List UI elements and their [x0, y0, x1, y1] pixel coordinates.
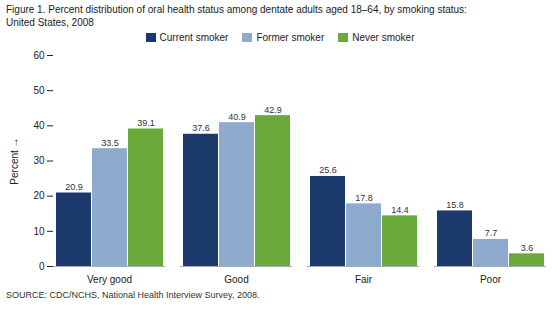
svg-text:10: 10 — [33, 226, 45, 237]
svg-text:37.6: 37.6 — [192, 123, 210, 133]
svg-text:0: 0 — [39, 261, 45, 272]
svg-text:15.8: 15.8 — [446, 200, 464, 210]
svg-text:33.5: 33.5 — [101, 138, 119, 148]
html-text:Current smoker: Current smoker — [159, 32, 229, 43]
svg-text:3.6: 3.6 — [521, 243, 534, 253]
svg-text:25.6: 25.6 — [319, 165, 337, 175]
svg-text:Good: Good — [224, 274, 248, 285]
svg-text:40.9: 40.9 — [228, 112, 246, 122]
html-text:United States, 2008: United States, 2008 — [6, 17, 94, 28]
svg-text:40: 40 — [33, 120, 45, 131]
svg-text:Percent →: Percent → — [9, 137, 20, 184]
svg-text:20: 20 — [33, 190, 45, 201]
svg-text:7.7: 7.7 — [485, 228, 498, 238]
svg-text:Fair: Fair — [355, 274, 373, 285]
svg-text:50: 50 — [33, 85, 45, 96]
svg-text:42.9: 42.9 — [264, 105, 282, 115]
html-text:Figure 1. Percent distribution: Figure 1. Percent distribution of oral h… — [6, 4, 467, 15]
svg-text:14.4: 14.4 — [391, 205, 409, 215]
svg-text:17.8: 17.8 — [355, 193, 373, 203]
svg-text:20.9: 20.9 — [65, 182, 83, 192]
svg-text:30: 30 — [33, 155, 45, 166]
svg-text:Very good: Very good — [87, 274, 132, 285]
html-text:Never smoker: Never smoker — [352, 32, 415, 43]
html-text:SOURCE: CDC/NCHS, National Hea: SOURCE: CDC/NCHS, National Health Interv… — [6, 290, 260, 300]
svg-text:39.1: 39.1 — [137, 118, 155, 128]
html-text:Former smoker: Former smoker — [256, 32, 325, 43]
svg-text:60: 60 — [33, 50, 45, 61]
svg-text:Poor: Poor — [480, 274, 502, 285]
